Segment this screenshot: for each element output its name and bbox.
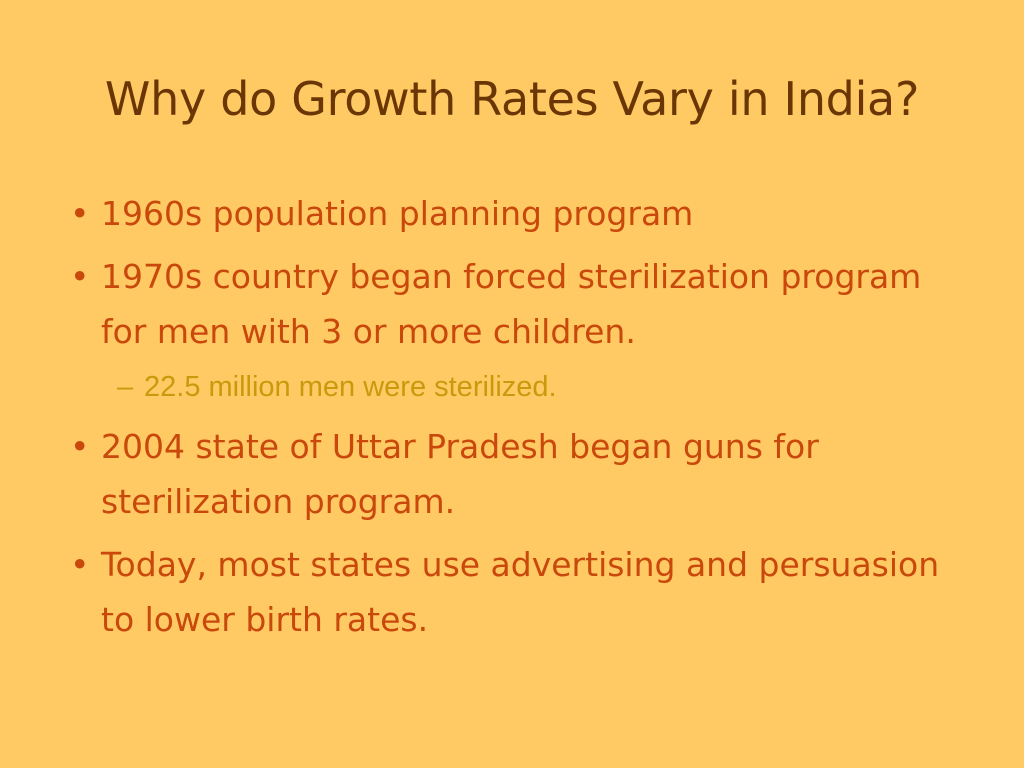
bullet-marker: • — [70, 545, 90, 584]
bullet-marker: • — [70, 257, 90, 296]
bullet-item: • Today, most states use advertising and… — [70, 537, 970, 647]
bullet-list: • 1960s population planning program • 19… — [70, 186, 970, 655]
bullet-text: 1970s country began forced sterilization… — [101, 257, 922, 351]
sub-bullet-marker: – — [117, 371, 134, 403]
slide-title: Why do Growth Rates Vary in India? — [104, 72, 920, 126]
sub-bullet-item: – 22.5 million men were sterilized. — [117, 361, 970, 413]
bullet-item: • 2004 state of Uttar Pradesh began guns… — [70, 419, 970, 529]
bullet-marker: • — [70, 194, 90, 233]
bullet-marker: • — [70, 427, 90, 466]
bullet-text: 2004 state of Uttar Pradesh began guns f… — [101, 427, 819, 521]
bullet-text: 1960s population planning program — [101, 194, 694, 233]
bullet-item: • 1970s country began forced sterilizati… — [70, 249, 970, 359]
sub-bullet-text: 22.5 million men were sterilized. — [144, 371, 557, 403]
bullet-text: Today, most states use advertising and p… — [101, 545, 940, 639]
bullet-item: • 1960s population planning program — [70, 186, 970, 241]
